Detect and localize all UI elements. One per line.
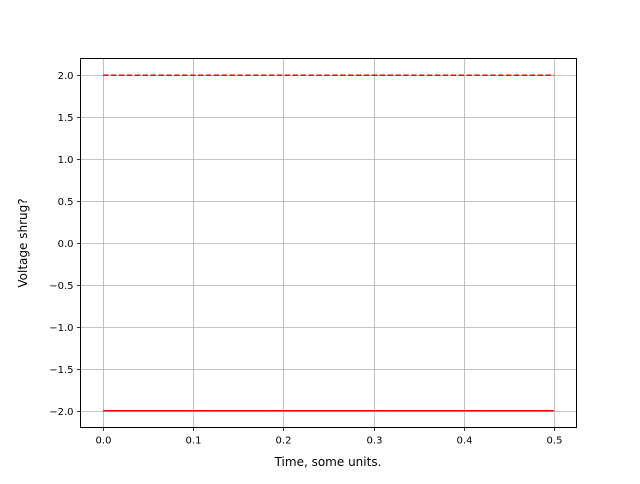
y-tick-label: −0.5 <box>49 281 73 292</box>
x-tick-label: 0.1 <box>186 436 202 447</box>
y-tick-label: −1.5 <box>49 365 73 376</box>
y-tick-label: 2.0 <box>58 71 74 82</box>
y-axis-label: Voltage shrug? <box>16 198 30 287</box>
y-tick-label: 0.0 <box>58 239 74 250</box>
x-tick-label: 0.4 <box>457 436 473 447</box>
axes-frame <box>80 58 577 428</box>
y-tick-label: −1.0 <box>49 323 73 334</box>
y-tick-label: 1.0 <box>58 155 74 166</box>
grid <box>80 58 577 428</box>
x-tick-label: 0.2 <box>276 436 292 447</box>
y-tick-label: −2.0 <box>49 407 73 418</box>
y-tick-label: 0.5 <box>58 197 74 208</box>
x-axis-label: Time, some units. <box>274 455 382 469</box>
ticks: 0.0 0.1 0.2 0.3 0.4 0.5 −2.0 −1.5 −1.0 −0.5 0.0 0.5… <box>49 71 562 447</box>
x-tick-label: 0.5 <box>547 436 563 447</box>
series-lines <box>103 74 554 412</box>
x-tick-label: 0.0 <box>96 436 112 447</box>
y-tick-label: 1.5 <box>58 113 74 124</box>
x-tick-label: 0.3 <box>367 436 383 447</box>
